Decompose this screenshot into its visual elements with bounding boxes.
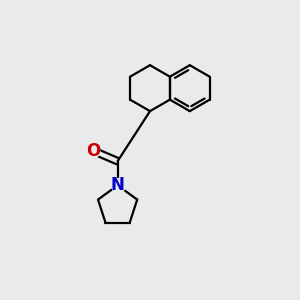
Text: N: N [111, 176, 124, 194]
Text: O: O [86, 142, 100, 160]
